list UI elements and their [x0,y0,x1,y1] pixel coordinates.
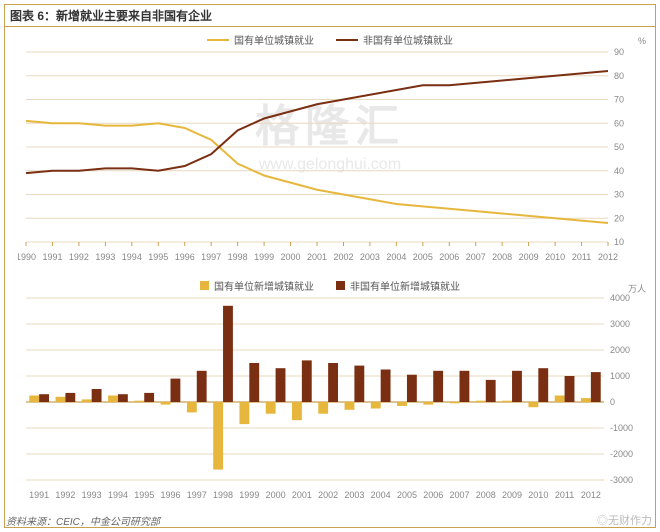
svg-text:1997: 1997 [187,490,207,500]
svg-text:2005: 2005 [397,490,417,500]
bar-chart-legend: 国有单位新增城镇就业 非国有单位新增城镇就业 [0,278,660,293]
svg-text:2001: 2001 [292,490,312,500]
svg-text:1991: 1991 [42,252,62,262]
svg-text:2000: 2000 [281,252,301,262]
svg-text:2007: 2007 [466,252,486,262]
svg-text:2006: 2006 [423,490,443,500]
chart-figure: 图表 6：新增就业主要来自非国有企业 格隆汇 www.gelonghui.com… [0,0,660,532]
svg-text:1990: 1990 [18,252,36,262]
figure-title: 图表 6：新增就业主要来自非国有企业 [4,4,656,27]
svg-text:1993: 1993 [82,490,102,500]
legend-label: 国有单位新增城镇就业 [214,278,314,293]
svg-text:1998: 1998 [213,490,233,500]
svg-text:1994: 1994 [122,252,142,262]
svg-text:1998: 1998 [228,252,248,262]
svg-text:70: 70 [614,95,624,105]
svg-text:1993: 1993 [95,252,115,262]
svg-text:80: 80 [614,71,624,81]
figure-title-text: 图表 6：新增就业主要来自非国有企业 [10,7,212,24]
svg-text:2011: 2011 [572,252,591,262]
svg-text:10: 10 [614,237,624,247]
legend-item-state-bar: 国有单位新增城镇就业 [200,278,314,293]
svg-text:2008: 2008 [476,490,496,500]
svg-text:2008: 2008 [492,252,512,262]
svg-text:-1000: -1000 [610,423,633,433]
line-y-unit: % [638,36,646,46]
legend-swatch [336,281,345,290]
legend-swatch [207,39,229,41]
svg-text:-2000: -2000 [610,449,633,459]
svg-text:1995: 1995 [134,490,154,500]
line-chart-legend: 国有单位城镇就业 非国有单位城镇就业 [0,32,660,47]
bar-chart: -3000 -2000 -1000 0 1000 2000 3000 4000 1991 1992… [18,294,642,506]
svg-text:50: 50 [614,142,624,152]
svg-text:2002: 2002 [318,490,338,500]
svg-text:40: 40 [614,166,624,176]
svg-text:90: 90 [614,48,624,57]
svg-text:1996: 1996 [175,252,195,262]
legend-swatch [336,39,358,41]
svg-text:2004: 2004 [371,490,391,500]
legend-item-nonstate-line: 非国有单位城镇就业 [336,32,453,47]
source-text: 资料来源：CEIC，中金公司研究部 [6,513,160,528]
legend-swatch [200,281,209,290]
watermark-right: ◎无财作力 [597,512,652,528]
svg-text:2012: 2012 [598,252,618,262]
svg-text:2009: 2009 [519,252,539,262]
svg-text:2004: 2004 [386,252,406,262]
svg-text:2010: 2010 [528,490,548,500]
line-chart: 10 20 30 40 50 60 70 80 90 1990 1991 1992 1993 1994 19… [18,48,642,268]
svg-text:2002: 2002 [333,252,353,262]
svg-text:2005: 2005 [413,252,433,262]
svg-text:30: 30 [614,190,624,200]
legend-label: 非国有单位新增城镇就业 [350,278,460,293]
svg-text:1995: 1995 [148,252,168,262]
svg-text:1997: 1997 [201,252,221,262]
svg-text:2007: 2007 [449,490,469,500]
svg-text:1992: 1992 [69,252,89,262]
legend-label: 非国有单位城镇就业 [363,32,453,47]
svg-text:2009: 2009 [502,490,522,500]
svg-text:60: 60 [614,118,624,128]
svg-text:4000: 4000 [610,294,630,303]
svg-text:2011: 2011 [555,490,574,500]
svg-text:1992: 1992 [55,490,75,500]
legend-label: 国有单位城镇就业 [234,32,314,47]
svg-text:0: 0 [610,397,615,407]
svg-text:2006: 2006 [439,252,459,262]
svg-text:2010: 2010 [545,252,565,262]
svg-text:20: 20 [614,213,624,223]
svg-text:1994: 1994 [108,490,128,500]
svg-text:1999: 1999 [239,490,259,500]
legend-item-state-line: 国有单位城镇就业 [207,32,314,47]
svg-text:1000: 1000 [610,371,630,381]
svg-text:2000: 2000 [610,345,630,355]
svg-text:2000: 2000 [266,490,286,500]
legend-item-nonstate-bar: 非国有单位新增城镇就业 [336,278,460,293]
svg-text:-3000: -3000 [610,475,633,485]
svg-text:2012: 2012 [581,490,601,500]
svg-text:2001: 2001 [307,252,327,262]
svg-text:1996: 1996 [160,490,180,500]
svg-text:1999: 1999 [254,252,274,262]
svg-text:3000: 3000 [610,319,630,329]
svg-text:2003: 2003 [360,252,380,262]
svg-text:2003: 2003 [344,490,364,500]
svg-text:1991: 1991 [29,490,49,500]
